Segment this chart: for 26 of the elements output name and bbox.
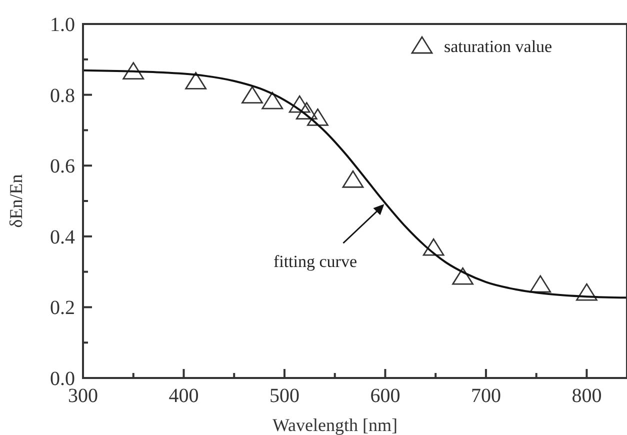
- y-tick-label: 0.2: [50, 297, 75, 320]
- x-tick-label: 500: [269, 385, 300, 407]
- x-tick-label: 600: [370, 385, 400, 407]
- point: [307, 108, 328, 126]
- point: [288, 95, 310, 113]
- x-tick-label: 700: [470, 385, 501, 407]
- x-tick-label: 400: [168, 385, 199, 407]
- point: [576, 283, 598, 301]
- y-tick-label: 1.0: [50, 14, 75, 36]
- y-axis-title: δEn/En: [6, 174, 26, 228]
- point: [452, 267, 474, 285]
- point: [530, 275, 552, 293]
- x-axis-title: Wavelength [nm]: [272, 415, 398, 435]
- y-tick-label: 0.6: [50, 156, 75, 178]
- y-tick-label: 0.8: [50, 84, 75, 107]
- annotation: fitting curve: [273, 252, 358, 272]
- point: [296, 102, 318, 120]
- point: [262, 92, 284, 110]
- point: [422, 238, 444, 256]
- x-tick-label: 800: [572, 385, 602, 407]
- point: [242, 86, 263, 104]
- point: [342, 170, 364, 188]
- y-tick-label: 0.4: [50, 226, 75, 248]
- legend-label: saturation value: [444, 37, 552, 56]
- point: [122, 62, 144, 80]
- point: [185, 72, 207, 90]
